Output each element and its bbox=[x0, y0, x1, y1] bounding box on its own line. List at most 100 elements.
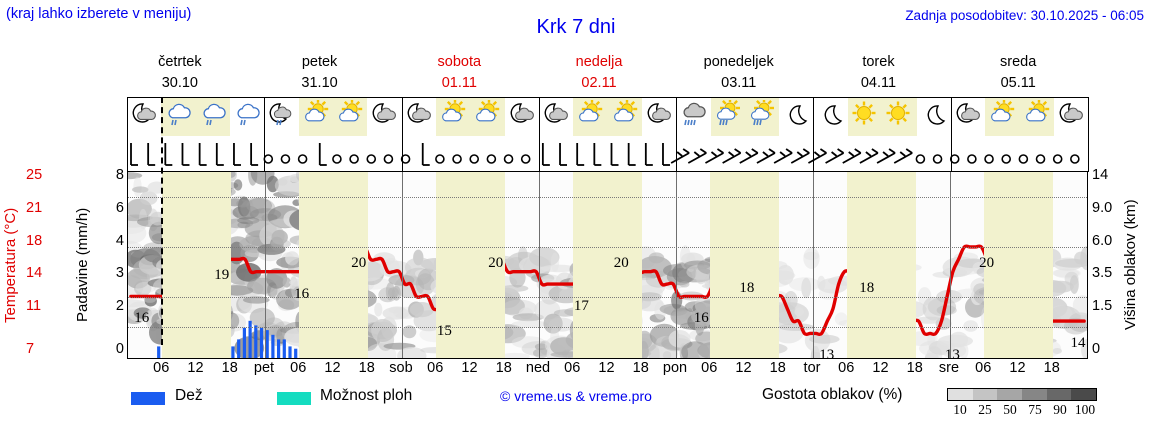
horizontal-gridline bbox=[128, 247, 1087, 248]
cloud-blob bbox=[1069, 275, 1079, 294]
temperature-annotation: 13 bbox=[944, 347, 960, 359]
cloud-blob bbox=[648, 343, 660, 358]
sun-cloud-icon bbox=[470, 98, 505, 136]
x-tick-label: 06 bbox=[701, 360, 718, 376]
cloud-density-legend-label: Gostota oblakov (%) bbox=[762, 386, 903, 403]
day-separator bbox=[813, 97, 815, 172]
cloud-blob bbox=[271, 229, 288, 245]
cloud-blob bbox=[415, 273, 436, 296]
wind-barb bbox=[215, 143, 224, 166]
temperature-annotation: 18 bbox=[859, 279, 875, 296]
cloud-blob bbox=[803, 251, 820, 261]
temperature-annotation: 13 bbox=[819, 347, 835, 359]
last-update-label: Zadnja posodobitev: 30.10.2025 - 06:05 bbox=[905, 8, 1144, 23]
precip-tick: 0 bbox=[115, 340, 124, 357]
cloud-blob bbox=[788, 277, 821, 292]
x-tick-label: 06 bbox=[838, 360, 855, 376]
wind-barb bbox=[297, 154, 308, 164]
cloud-blob bbox=[282, 277, 291, 288]
cloud-blob bbox=[936, 305, 957, 316]
wind-barb bbox=[233, 143, 241, 166]
day-date: 05.11 bbox=[1000, 75, 1036, 91]
day-date: 01.11 bbox=[441, 75, 477, 91]
cloud-blob bbox=[1046, 280, 1074, 293]
cloud-blob bbox=[1080, 246, 1087, 271]
temperature-annotation: 20 bbox=[488, 254, 504, 271]
cloud-blob bbox=[679, 281, 690, 288]
day-name: nedelja bbox=[575, 54, 623, 70]
day-date: 04.11 bbox=[860, 75, 897, 91]
cloud-blob bbox=[803, 247, 820, 269]
cloud-blob bbox=[139, 191, 158, 206]
cloud-ramp-step bbox=[972, 389, 998, 400]
cloud-rain-heavy-icon bbox=[676, 98, 710, 136]
sun-cloud-icon bbox=[1019, 98, 1054, 136]
cloud-blob bbox=[926, 346, 943, 358]
cloud-ramp-step bbox=[1046, 389, 1072, 400]
temperature-annotation: 19 bbox=[214, 267, 230, 284]
precip-tick: 4 bbox=[115, 232, 124, 249]
wind-barb bbox=[644, 143, 653, 166]
cloud-blob bbox=[250, 197, 269, 219]
daylight-band bbox=[162, 172, 231, 358]
cloud-density-color-ramp bbox=[947, 388, 1097, 401]
wind-barb bbox=[807, 148, 827, 164]
cloud-blob bbox=[776, 264, 794, 285]
precip-bar bbox=[254, 325, 258, 358]
wind-barb bbox=[662, 143, 670, 166]
day-header-3: nedelja 02.11 bbox=[529, 52, 669, 96]
day-header-2: sobota 01.11 bbox=[389, 52, 529, 96]
wind-barb bbox=[705, 148, 724, 164]
cloud-blob bbox=[499, 352, 530, 358]
cloud-blob bbox=[801, 277, 812, 299]
wind-barb bbox=[421, 143, 430, 166]
temperature-annotation: 18 bbox=[739, 279, 755, 296]
cloud-tick: 1.5 bbox=[1092, 298, 1113, 315]
x-tick-label: 18 bbox=[1043, 360, 1060, 376]
cloud-ramp-tick: 90 bbox=[1053, 402, 1067, 417]
precip-tick: 6 bbox=[115, 199, 124, 216]
daylight-band bbox=[984, 172, 1053, 358]
cloud-blob bbox=[834, 312, 848, 326]
sun-cloud-icon bbox=[607, 98, 642, 136]
cloud-blob bbox=[134, 280, 152, 296]
temperature-axis-ticks: 25 21 18 14 11 7 bbox=[26, 167, 70, 361]
wind-barb bbox=[452, 154, 462, 164]
wind-barb bbox=[687, 148, 707, 164]
day-header-row: četrtek 30.10 petek 31.10 sobota 01.11 nedelja… bbox=[110, 52, 1088, 96]
wind-barb bbox=[967, 154, 977, 164]
wind-barb bbox=[893, 148, 913, 164]
x-tick-label: 06 bbox=[564, 360, 581, 376]
cloud-blob bbox=[233, 179, 243, 191]
moon-cloud-icon bbox=[539, 98, 573, 136]
precip-bar bbox=[271, 334, 275, 358]
moon-cloud-icon bbox=[505, 98, 539, 136]
wind-barb bbox=[876, 148, 896, 164]
cloud-height-axis-title: Višina oblakov (km) bbox=[1122, 199, 1139, 331]
cloud-blob bbox=[397, 347, 427, 358]
cloud-blob bbox=[371, 319, 395, 342]
temp-tick: 18 bbox=[26, 232, 43, 249]
cloud-blob bbox=[388, 306, 407, 314]
x-tick-label: 18 bbox=[769, 360, 786, 376]
cloud-ramp-step bbox=[1022, 389, 1047, 400]
cloud-tick: 0 bbox=[1092, 340, 1101, 357]
temperature-annotation: 20 bbox=[979, 254, 995, 271]
x-tick-label: pet bbox=[253, 360, 275, 376]
cloud-blob bbox=[1072, 295, 1087, 316]
precip-bar bbox=[242, 327, 246, 358]
wind-barb bbox=[825, 148, 845, 164]
cloud-ramp-step bbox=[948, 389, 973, 400]
cloud-blob bbox=[128, 217, 147, 234]
cloud-blob bbox=[236, 262, 262, 282]
temperature-annotation: 16 bbox=[134, 310, 150, 327]
wind-barb bbox=[1035, 154, 1046, 164]
copyright-label[interactable]: © vreme.us & vreme.pro bbox=[500, 388, 652, 404]
cloud-blob bbox=[128, 214, 153, 222]
day-separator bbox=[401, 97, 403, 172]
temperature-annotation: 20 bbox=[351, 254, 367, 271]
wind-barb bbox=[949, 154, 960, 164]
cloud-blob bbox=[543, 313, 563, 334]
wind-barb bbox=[915, 154, 926, 164]
precipitation-axis-ticks: 8 6 4 3 2 0 bbox=[98, 167, 124, 361]
